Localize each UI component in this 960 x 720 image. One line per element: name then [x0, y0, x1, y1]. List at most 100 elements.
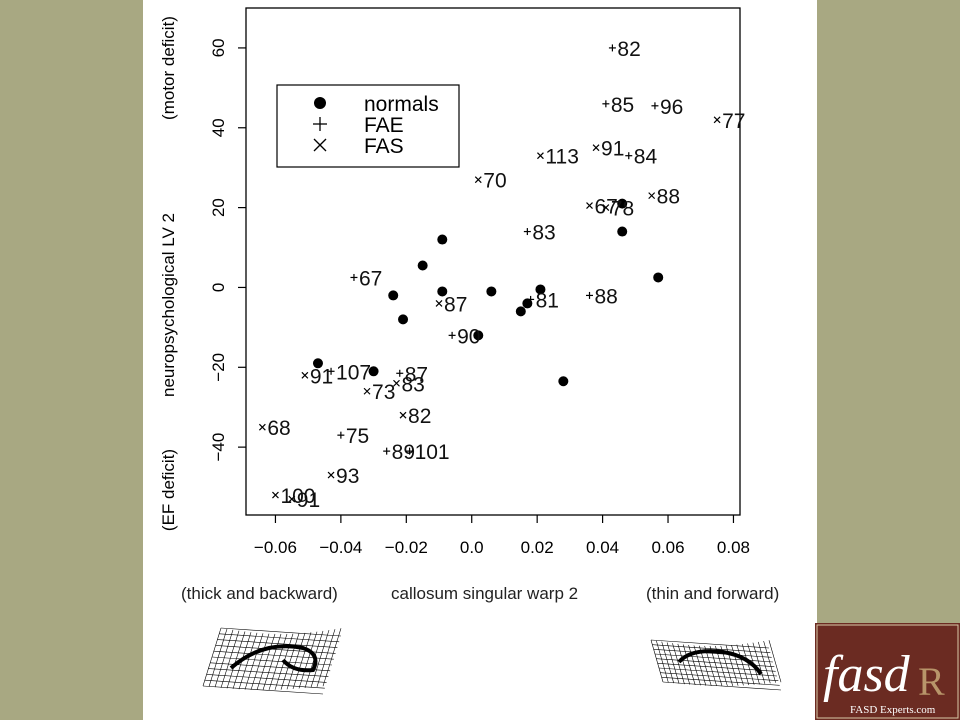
point-label: 87 — [405, 363, 428, 386]
point-fae — [586, 291, 594, 299]
point-label: 96 — [660, 96, 683, 119]
point-fae — [651, 102, 659, 110]
point-label: 113 — [545, 146, 578, 169]
point-fas-stroke-b — [713, 116, 721, 124]
point-label: 101 — [415, 441, 450, 464]
point-fas — [288, 495, 296, 503]
point-fas — [399, 411, 407, 419]
point-label: 107 — [336, 361, 371, 384]
grid-line — [298, 631, 318, 689]
grid-line — [650, 639, 664, 683]
grid-line — [204, 679, 325, 689]
point-fas — [537, 152, 544, 160]
point-label: 82 — [617, 38, 640, 61]
point-normals — [617, 198, 628, 209]
point-fas — [327, 471, 335, 479]
legend-label-fas: FAS — [364, 135, 404, 158]
point-normals — [486, 286, 497, 297]
grid-line — [322, 628, 342, 687]
point-label: 89 — [392, 441, 415, 464]
point-label: 82 — [408, 405, 431, 428]
point-fae — [383, 447, 391, 455]
point-normals — [368, 366, 379, 377]
grid-line — [660, 672, 779, 681]
point-label: 85 — [611, 94, 634, 117]
grid-line — [661, 677, 780, 686]
point-fae — [625, 152, 633, 160]
grid-line — [662, 681, 782, 691]
grid-line — [220, 627, 342, 637]
point-label: 81 — [536, 289, 559, 312]
grid-line — [316, 629, 336, 687]
grid-line — [292, 632, 312, 690]
y-axis-titles: (motor deficit) neuropsychological LV 2 … — [159, 16, 178, 531]
point-label: 83 — [532, 222, 555, 245]
grid-line — [202, 685, 324, 695]
grid-line — [656, 640, 669, 683]
point-normals — [515, 306, 526, 317]
y-tick-label: 20 — [209, 198, 228, 217]
point-label: 91 — [601, 138, 624, 161]
grid-line — [310, 629, 330, 688]
figure-panel: −0.06 −0.04 −0.02 0.0 0.02 0.04 0.06 0.08 −40 −20… — [143, 0, 817, 720]
point-fae — [406, 447, 414, 455]
grid-line — [672, 643, 685, 685]
point-fae — [396, 369, 404, 377]
x-tick-label: 0.08 — [717, 538, 750, 557]
point-fas-stroke-b — [602, 204, 610, 212]
grid-line — [262, 633, 282, 691]
grid-line — [650, 639, 770, 649]
grid-line — [654, 653, 774, 663]
grid-line — [752, 642, 766, 684]
point-label: 88 — [595, 285, 618, 308]
callosum-grid-thin-forward — [650, 639, 782, 691]
point-fas-stroke-b — [272, 491, 279, 499]
grid-line — [652, 644, 771, 653]
point-fae — [337, 431, 345, 439]
point-label: 78 — [611, 198, 634, 221]
point-normals — [522, 298, 533, 309]
point-fas — [592, 144, 600, 152]
point-fas-stroke-b — [301, 371, 309, 379]
point-fas-stroke-b — [435, 299, 443, 307]
point-fae — [523, 228, 531, 236]
grid-line — [757, 641, 771, 684]
point-fas-stroke-b — [648, 192, 656, 200]
grid-line — [661, 641, 675, 684]
grid-line — [768, 640, 782, 683]
grid-line — [731, 645, 744, 686]
y-axis-label-top: (motor deficit) — [159, 16, 178, 120]
point-label: 100 — [280, 485, 315, 508]
point-fae — [608, 44, 616, 52]
grid-line — [268, 633, 288, 691]
point-label: 68 — [267, 417, 290, 440]
point-label: 73 — [372, 381, 395, 404]
logo-caption: FASD Experts.com — [850, 704, 936, 716]
grid-line — [206, 674, 327, 683]
point-label: 90 — [457, 325, 480, 348]
point-fas-stroke-b — [537, 152, 544, 160]
x-axis-label-left: (thick and backward) — [181, 584, 338, 603]
grid-line — [211, 656, 333, 666]
point-fas-stroke-b — [399, 411, 407, 419]
point-fas — [602, 204, 610, 212]
point-label: 83 — [401, 373, 424, 396]
point-fas — [586, 202, 593, 210]
point-fas — [713, 116, 721, 124]
x-tick-label: 0.02 — [521, 538, 554, 557]
point-fas-stroke-b — [393, 379, 400, 387]
point-label: 75 — [346, 425, 369, 448]
x-tick-label: −0.02 — [385, 538, 428, 557]
point-normals — [437, 234, 448, 245]
point-fas-stroke-b — [288, 495, 296, 503]
point-label: 84 — [634, 146, 658, 169]
x-axis-label-right: (thin and forward) — [646, 584, 780, 603]
point-label: 88 — [657, 186, 680, 209]
grid-line — [220, 630, 240, 688]
point-normals — [558, 376, 569, 387]
point-fas-stroke-b — [586, 202, 593, 210]
point-label: 91 — [310, 365, 333, 388]
x-tick-label: 0.0 — [460, 538, 484, 557]
scatter-plot: −0.06 −0.04 −0.02 0.0 0.02 0.04 0.06 0.08 −40 −20… — [159, 7, 782, 695]
point-fae — [602, 100, 610, 108]
